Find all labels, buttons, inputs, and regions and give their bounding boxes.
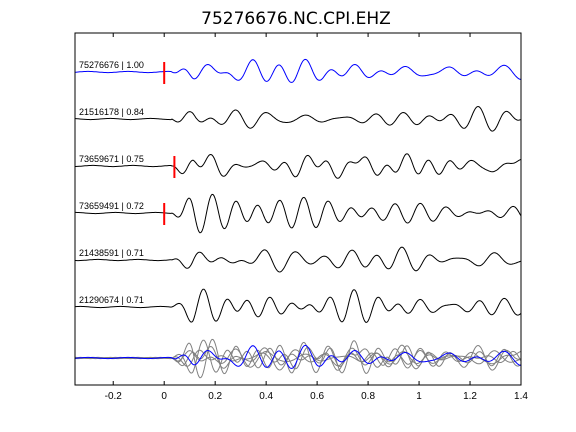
trace-label: 21438591 | 0.71: [79, 248, 144, 258]
trace-line: [75, 153, 522, 179]
axes-frame: [74, 32, 522, 386]
trace-label: 73659491 | 0.72: [79, 201, 144, 211]
x-tick-label: 1: [416, 391, 422, 402]
x-tick-label: 0.4: [259, 391, 273, 402]
trace-line: [75, 288, 522, 323]
x-tick-label: 1.2: [463, 391, 477, 402]
trace-label: 75276676 | 1.00: [79, 60, 144, 70]
pick-markers-layer: [163, 62, 176, 225]
trace-labels-layer: 75276676 | 1.00 21516178 | 0.84 73659671 |…: [79, 60, 144, 305]
x-tick-label: 0.6: [310, 391, 324, 402]
x-tick-label: -0.2: [105, 391, 123, 402]
x-tick-label: 0.8: [361, 391, 375, 402]
x-tick-label: 1.4: [514, 391, 528, 402]
trace-label: 21290674 | 0.71: [79, 295, 144, 305]
x-tick-label: 0: [161, 391, 167, 402]
trace-line: [75, 105, 522, 132]
trace-label: 21516178 | 0.84: [79, 107, 144, 117]
x-axis-ticks: -0.2 0 0.2 0.4 0.6 0.8 1 1.2 1.4: [105, 33, 528, 402]
trace-line: [75, 193, 522, 234]
trace-label: 73659671 | 0.75: [79, 154, 144, 164]
trace-line: [75, 58, 522, 83]
stack-reference-line: [75, 344, 522, 369]
traces-layer: [75, 58, 522, 379]
x-tick-label: 0.2: [208, 391, 222, 402]
chart-title: 75276676.NC.CPI.EHZ: [201, 9, 391, 29]
trace-line: [75, 246, 522, 273]
